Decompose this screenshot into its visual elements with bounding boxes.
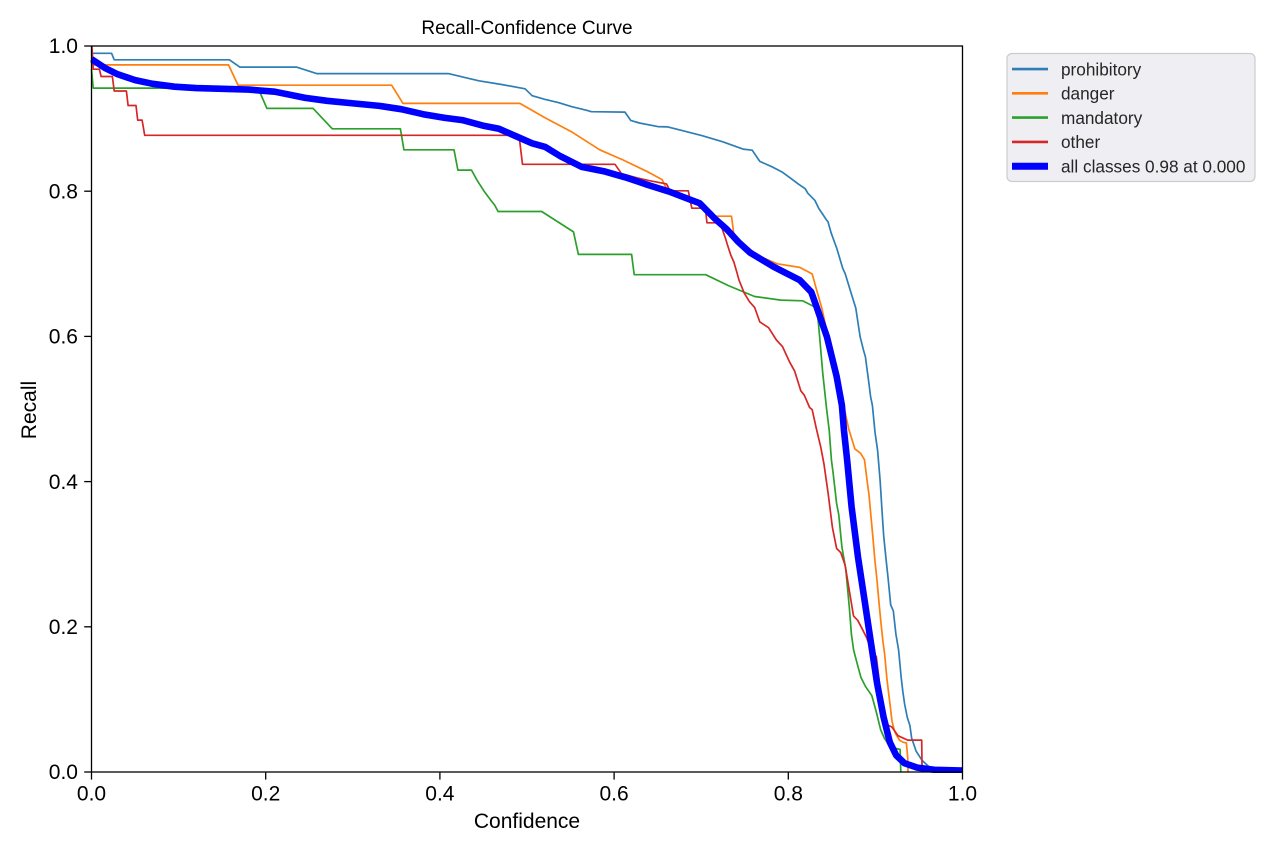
svg-text:Recall: Recall: [18, 381, 41, 439]
svg-text:Confidence: Confidence: [474, 810, 580, 833]
svg-text:Recall-Confidence Curve: Recall-Confidence Curve: [421, 18, 632, 39]
svg-text:0.8: 0.8: [774, 783, 803, 806]
svg-text:0.4: 0.4: [49, 471, 79, 494]
svg-text:1.0: 1.0: [49, 35, 78, 58]
svg-text:prohibitory: prohibitory: [1061, 59, 1142, 79]
svg-text:0.0: 0.0: [49, 761, 78, 784]
svg-text:0.0: 0.0: [77, 783, 106, 806]
svg-text:mandatory: mandatory: [1061, 108, 1143, 128]
svg-text:0.2: 0.2: [251, 783, 280, 806]
svg-text:1.0: 1.0: [948, 783, 977, 806]
svg-text:all classes 0.98 at 0.000: all classes 0.98 at 0.000: [1061, 157, 1245, 177]
svg-text:other: other: [1061, 132, 1100, 152]
svg-text:0.6: 0.6: [599, 783, 628, 806]
svg-text:danger: danger: [1061, 84, 1115, 104]
svg-text:0.6: 0.6: [49, 326, 78, 349]
svg-text:0.8: 0.8: [49, 180, 78, 203]
svg-text:0.4: 0.4: [425, 783, 455, 806]
svg-text:0.2: 0.2: [49, 616, 78, 639]
